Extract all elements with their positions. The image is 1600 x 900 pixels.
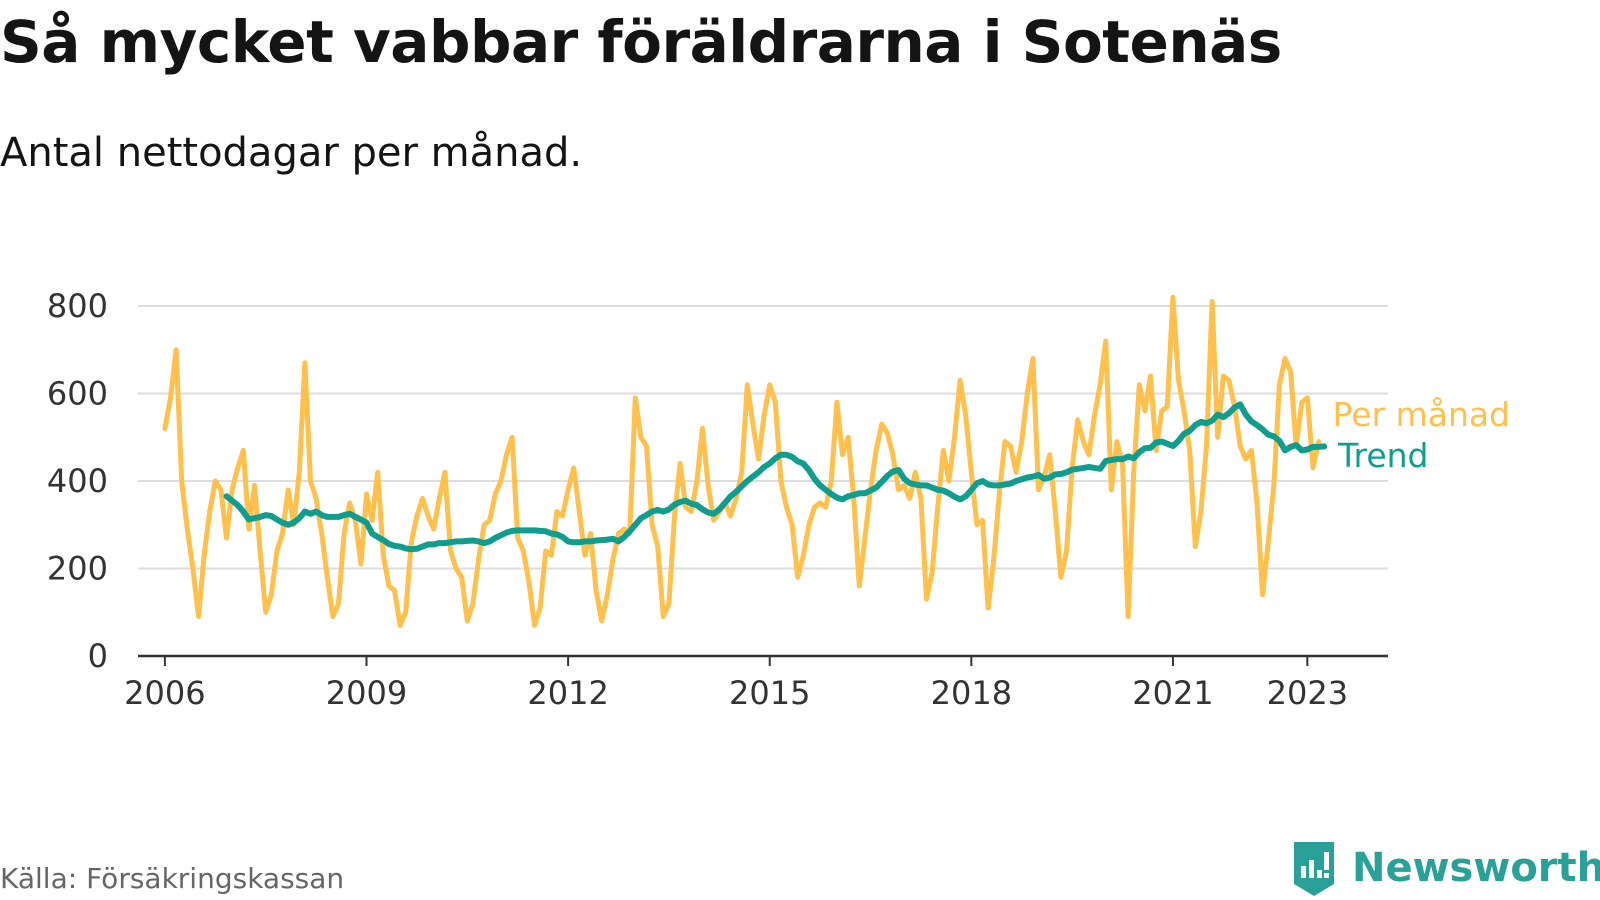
y-tick-label: 400 — [47, 462, 108, 500]
x-tick-label: 2015 — [729, 674, 810, 712]
x-tick-label: 2012 — [527, 674, 608, 712]
legend-label-trend: Trend — [1337, 436, 1428, 475]
x-tick-label: 2006 — [124, 674, 205, 712]
y-tick-label: 800 — [47, 287, 108, 325]
newsworthy-logo-icon — [1294, 842, 1334, 896]
x-tick-label: 2021 — [1132, 674, 1213, 712]
x-tick-label: 2023 — [1267, 674, 1348, 712]
y-tick-label: 200 — [47, 550, 108, 588]
y-tick-label: 600 — [47, 375, 108, 413]
y-axis-ticks: 0 200 400 600 800 — [47, 287, 108, 675]
series-lines — [162, 294, 1328, 628]
series-line-monthly — [162, 294, 1322, 628]
x-tick-label: 2018 — [931, 674, 1012, 712]
x-tick-label: 2009 — [326, 674, 407, 712]
y-tick-label: 0 — [88, 637, 108, 675]
brand-logo: Newsworthy — [1292, 840, 1600, 896]
chart-title: Så mycket vabbar föräldrarna i Sotenäs — [0, 8, 1282, 76]
series-line-trend — [223, 401, 1328, 553]
chart-subtitle: Antal nettodagar per månad. — [0, 130, 583, 176]
x-axis: 2006 2009 2012 2015 2018 2021 2023 — [124, 654, 1388, 712]
legend-label-monthly: Per månad — [1333, 395, 1511, 434]
source-note: Källa: Försäkringskassan — [0, 862, 345, 895]
brand-name: Newsworthy — [1352, 845, 1600, 891]
